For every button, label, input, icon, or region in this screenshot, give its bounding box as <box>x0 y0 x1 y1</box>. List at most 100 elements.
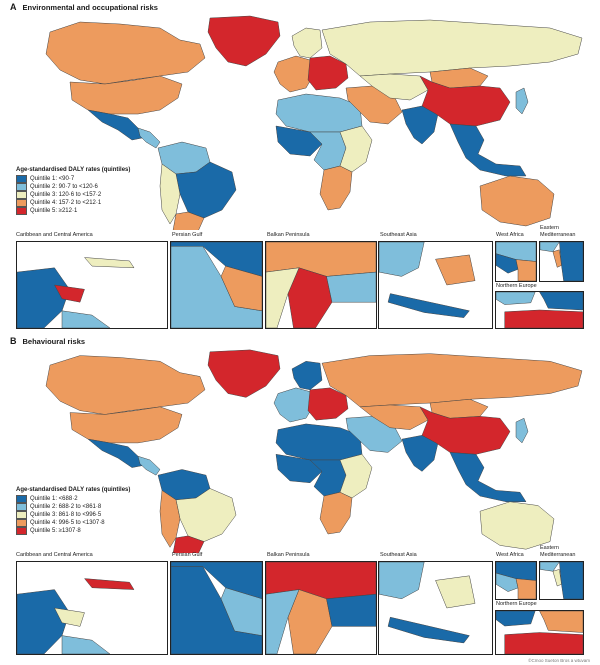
inset-region-westafrica-2 <box>515 259 536 281</box>
inset-region-westafrica-1 <box>496 572 519 592</box>
world-map-svg-a <box>45 15 583 253</box>
inset-label-balkan-b: Balkan Peninsula <box>267 552 310 558</box>
legend-b-label-4: Quintile 4: 996·5 to <1307·8 <box>30 520 105 526</box>
inset-region-balkan-2 <box>326 593 376 627</box>
region-southafrica <box>319 165 353 211</box>
region-westeurope <box>273 387 315 423</box>
legend-b-row-2: Quintile 2: 688·2 to <861·8 <box>16 503 130 511</box>
inset-label-neurope-a: Northern Europe <box>496 283 537 289</box>
legend-a-row-4: Quintile 4: 157·2 to <212·1 <box>16 199 130 207</box>
panel-a-title: A Environmental and occupational risks <box>10 2 158 12</box>
inset-eastmed-b <box>539 561 584 600</box>
inset-region-caribbean-3 <box>61 310 111 328</box>
inset-westafrica-a <box>495 241 537 282</box>
inset-region-caribbean-1 <box>83 257 135 269</box>
inset-region-eastmed-0 <box>559 242 583 281</box>
inset-persian-a <box>170 241 263 329</box>
region-brazil <box>175 488 237 542</box>
inset-region-neurope-2 <box>539 611 583 633</box>
legend-a-label-1: Quintile 1: <90·7 <box>30 176 75 182</box>
region-canada <box>45 355 206 415</box>
inset-region-caribbean-1 <box>83 578 135 590</box>
region-easteurope <box>307 55 349 91</box>
footer-credit: ©Cmoo Sueton Bros a wtuvam <box>528 658 590 663</box>
inset-region-westafrica-1 <box>496 253 519 274</box>
panel-a-title-text: Environmental and occupational risks <box>22 3 158 12</box>
legend-a-label-4: Quintile 4: 157·2 to <212·1 <box>30 200 102 206</box>
region-usa <box>69 75 183 115</box>
legend-b-label-2: Quintile 2: 688·2 to <861·8 <box>30 504 102 510</box>
legend-a-row-2: Quintile 2: 90·7 to <120·6 <box>16 183 130 191</box>
inset-region-seasia-2 <box>387 616 470 644</box>
inset-region-balkan-2 <box>326 271 376 303</box>
inset-region-eastmed-2 <box>540 242 560 253</box>
region-scandinavia <box>291 361 323 391</box>
region-australia <box>479 501 555 550</box>
inset-label-eastmed-a: Eastern Mediterranean <box>540 225 576 238</box>
region-china <box>419 406 511 455</box>
region-southsa <box>159 489 181 548</box>
world-map-svg-b <box>45 349 583 575</box>
region-centralasia <box>359 404 429 430</box>
inset-region-caribbean-2 <box>54 607 85 627</box>
inset-neurope-b <box>495 610 584 655</box>
legend-a-row-5: Quintile 5: ≥212·1 <box>16 207 130 215</box>
legend-a: Age-standardised DALY rates (quintiles) … <box>16 167 130 215</box>
panel-b-letter: B <box>10 336 17 346</box>
world-map-environmental <box>10 14 588 253</box>
legend-b-label-3: Quintile 3: 861·8 to <996·5 <box>30 512 102 518</box>
region-southsa <box>159 163 181 225</box>
legend-a-label-5: Quintile 5: ≥212·1 <box>30 208 78 214</box>
inset-label-seasia-b: Southeast Asia <box>380 552 417 558</box>
panel-b-title: B Behavioural risks <box>10 336 85 346</box>
region-china <box>419 75 511 127</box>
region-japan <box>515 417 529 444</box>
region-seasia <box>449 123 527 177</box>
region-easteurope <box>307 387 349 421</box>
region-mexico <box>87 438 143 468</box>
legend-b-label-1: Quintile 1: <688·2 <box>30 496 78 502</box>
inset-persian-b <box>170 561 263 655</box>
inset-label-caribbean-b: Caribbean and Central America <box>16 552 93 558</box>
inset-label-seasia-a: Southeast Asia <box>380 232 417 238</box>
region-russia <box>321 19 583 77</box>
region-greenland <box>207 349 281 398</box>
inset-caribbean-b <box>16 561 168 655</box>
inset-seasia-a <box>378 241 493 329</box>
inset-label-persian-b: Persian Gulf <box>172 552 203 558</box>
inset-balkan-b <box>265 561 377 655</box>
inset-seasia-b <box>378 561 493 655</box>
region-eastafrica <box>339 125 373 173</box>
inset-region-eastmed-2 <box>540 562 560 572</box>
region-centralam <box>137 127 161 149</box>
inset-region-eastmed-1 <box>552 249 562 268</box>
inset-region-eastmed-0 <box>559 562 583 599</box>
inset-region-balkan-3 <box>266 589 300 654</box>
legend-b-label-5: Quintile 5: ≥1307·8 <box>30 528 81 534</box>
inset-region-seasia-1 <box>435 254 476 286</box>
inset-region-seasia-1 <box>435 575 476 609</box>
inset-neurope-a <box>495 291 584 329</box>
panel-b-title-text: Behavioural risks <box>22 337 86 346</box>
legend-a-title: Age-standardised DALY rates (quintiles) <box>16 167 131 173</box>
region-centralam <box>137 455 161 476</box>
inset-region-westafrica-2 <box>515 578 536 599</box>
inset-region-seasia-2 <box>387 293 470 318</box>
inset-balkan-a <box>265 241 377 329</box>
panel-a-letter: A <box>10 2 17 12</box>
inset-region-persian-2 <box>220 587 262 636</box>
legend-b: Age-standardised DALY rates (quintiles) … <box>16 487 130 535</box>
region-mexico <box>87 109 143 141</box>
inset-label-westafrica-b: West Africa <box>496 552 524 558</box>
legend-swatch <box>16 495 27 503</box>
inset-region-caribbean-3 <box>61 635 111 654</box>
legend-b-row-3: Quintile 3: 861·8 to <996·5 <box>16 511 130 519</box>
legend-b-row-4: Quintile 4: 996·5 to <1307·8 <box>16 519 130 527</box>
inset-region-neurope-0 <box>496 611 536 627</box>
region-greenland <box>207 15 281 67</box>
inset-westafrica-b <box>495 561 537 600</box>
inset-region-persian-2 <box>220 265 262 312</box>
inset-label-eastmed-b: Eastern Mediterranean <box>540 545 576 558</box>
legend-b-row-5: Quintile 5: ≥1307·8 <box>16 527 130 535</box>
inset-label-neurope-b: Northern Europe <box>496 601 537 607</box>
